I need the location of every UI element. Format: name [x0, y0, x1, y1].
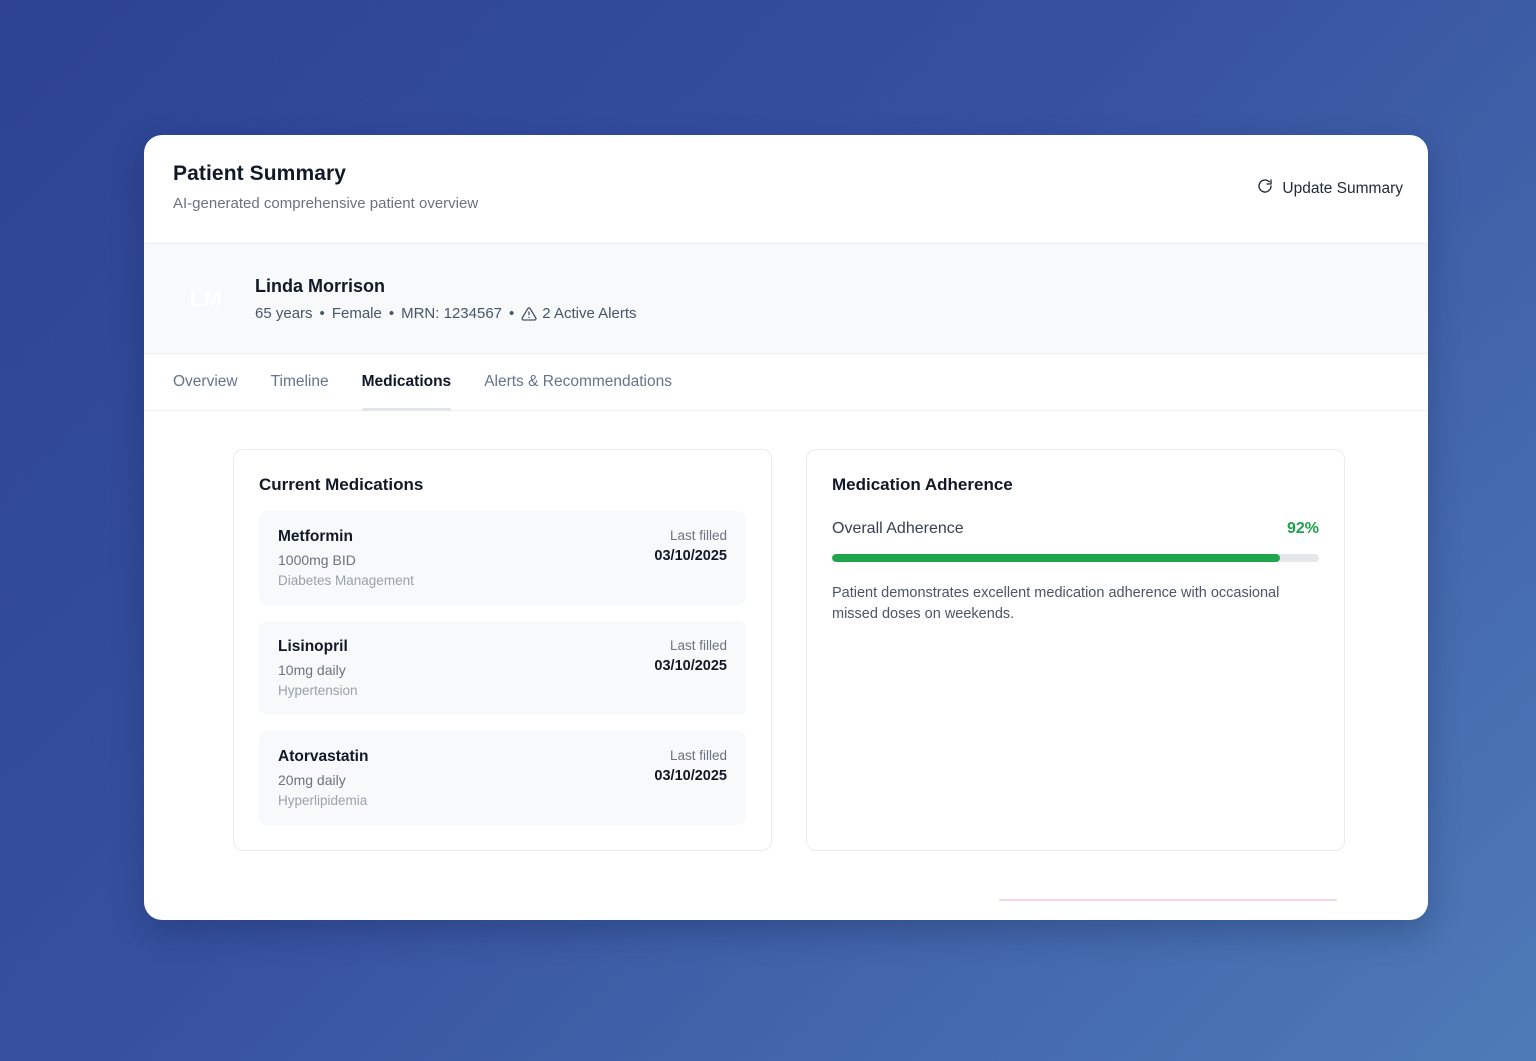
medication-adherence-panel: Medication Adherence Overall Adherence 9… [806, 449, 1345, 851]
patient-age: 65 years [255, 304, 313, 322]
medication-dose: 20mg daily [278, 772, 346, 788]
last-filled-date: 03/10/2025 [654, 768, 727, 784]
tab-overview[interactable]: Overview [173, 354, 238, 410]
last-filled-label: Last filled [669, 748, 727, 763]
avatar: LM [189, 285, 223, 311]
medication-adherence-title: Medication Adherence [832, 475, 1013, 494]
patient-name: Linda Morrison [255, 275, 385, 296]
tab-alerts-recommendations[interactable]: Alerts & Recommendations [484, 354, 672, 410]
current-medications-panel: Current Medications Metformin 1000mg BID… [233, 449, 772, 851]
patient-info-bar: LM Linda Morrison 65 years • Female • MR… [144, 243, 1428, 354]
page-subtitle: AI-generated comprehensive patient overv… [173, 195, 479, 212]
current-medications-title: Current Medications [259, 475, 424, 494]
medication-row: Metformin 1000mg BID Diabetes Management… [259, 511, 746, 605]
last-filled-date: 03/10/2025 [654, 548, 727, 564]
faint-divider-line [999, 899, 1337, 901]
adherence-percent-value: 92% [1286, 520, 1319, 537]
last-filled-label: Last filled [669, 638, 727, 653]
tab-content: Current Medications Metformin 1000mg BID… [144, 411, 1428, 851]
update-summary-button[interactable]: Update Summary [1257, 178, 1403, 199]
meta-separator: • [319, 304, 325, 322]
medication-row: Atorvastatin 20mg daily Hyperlipidemia L… [259, 731, 746, 825]
tab-timeline[interactable]: Timeline [271, 354, 329, 410]
patient-gender: Female [331, 304, 382, 322]
medication-condition: Hyperlipidemia [278, 793, 368, 808]
meta-separator: • [388, 304, 395, 322]
patient-summary-card: Patient Summary AI-generated comprehensi… [144, 135, 1428, 920]
patient-mrn: MRN: 1234567 [401, 304, 503, 322]
update-summary-label: Update Summary [1282, 179, 1403, 197]
medication-name: Atorvastatin [278, 748, 369, 765]
tab-medications[interactable]: Medications [361, 354, 451, 411]
medication-condition: Hypertension [278, 683, 358, 698]
patient-meta: 65 years • Female • MRN: 1234567 • 2 Act… [255, 305, 637, 322]
refresh-icon [1257, 178, 1273, 199]
medication-dose: 1000mg BID [278, 552, 356, 568]
page-title: Patient Summary [173, 162, 347, 185]
warning-triangle-icon [521, 305, 537, 322]
medication-name: Metformin [278, 528, 353, 545]
last-filled-label: Last filled [669, 528, 727, 543]
card-header: Patient Summary AI-generated comprehensi… [144, 135, 1428, 243]
medication-name: Lisinopril [278, 638, 348, 655]
active-alerts-count: 2 Active Alerts [542, 304, 637, 322]
adherence-description: Patient demonstrates excellent medicatio… [832, 585, 1280, 623]
tab-bar: Overview Timeline Medications Alerts & R… [144, 354, 1428, 411]
overall-adherence-label: Overall Adherence [832, 520, 964, 537]
meta-separator: • [509, 304, 515, 322]
last-filled-date: 03/10/2025 [654, 658, 727, 674]
medication-condition: Diabetes Management [278, 573, 414, 588]
medication-dose: 10mg daily [278, 662, 346, 678]
medication-row: Lisinopril 10mg daily Hypertension Last … [259, 621, 746, 715]
adherence-progress-fill [832, 554, 1281, 562]
adherence-progress-bar [832, 554, 1319, 562]
